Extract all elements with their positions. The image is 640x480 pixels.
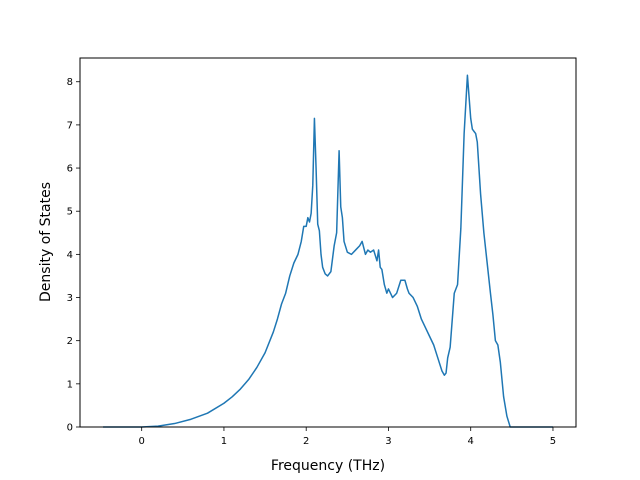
y-tick-label: 2 <box>67 336 73 347</box>
y-axis-label: Density of States <box>38 182 54 302</box>
x-tick-label: 0 <box>139 436 145 447</box>
y-tick-label: 4 <box>67 250 73 261</box>
x-axis-label: Frequency (THz) <box>271 458 385 474</box>
plot-frame <box>79 57 577 428</box>
y-tick-label: 0 <box>67 423 73 434</box>
y-tick-label: 3 <box>67 293 73 304</box>
x-tick-label: 2 <box>303 436 309 447</box>
plot-background <box>80 58 576 427</box>
x-tick-label: 3 <box>385 436 391 447</box>
y-tick-label: 6 <box>67 164 73 175</box>
y-tick-label: 5 <box>67 207 73 218</box>
x-tick-label: 1 <box>221 436 227 447</box>
dos-series-line <box>103 74 553 428</box>
y-tick-label: 8 <box>67 77 73 88</box>
x-tick-label: 4 <box>468 436 474 447</box>
y-tick-label: 1 <box>67 379 73 390</box>
y-tick-label: 7 <box>67 120 73 131</box>
x-tick-label: 5 <box>550 436 556 447</box>
